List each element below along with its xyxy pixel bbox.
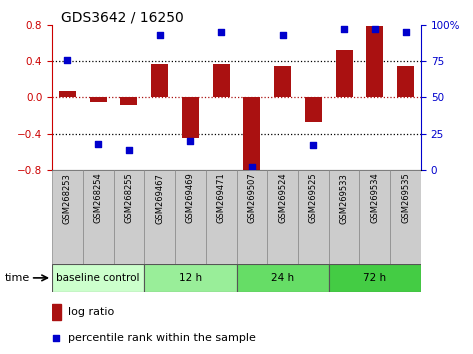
Bar [59, 91, 76, 97]
FancyBboxPatch shape [236, 264, 329, 292]
Text: 72 h: 72 h [363, 273, 386, 283]
Text: GSM269533: GSM269533 [340, 173, 349, 224]
Bar [90, 97, 106, 102]
Bar [336, 50, 352, 97]
Text: GSM269524: GSM269524 [278, 173, 287, 223]
FancyBboxPatch shape [114, 170, 144, 264]
Bar [305, 97, 322, 122]
Bar [397, 65, 414, 97]
Point [63, 57, 71, 62]
Text: percentile rank within the sample: percentile rank within the sample [68, 333, 255, 343]
FancyBboxPatch shape [144, 264, 236, 292]
Text: GDS3642 / 16250: GDS3642 / 16250 [61, 11, 184, 25]
FancyBboxPatch shape [390, 170, 421, 264]
Point [156, 32, 164, 38]
Point [125, 147, 132, 153]
Bar [52, 304, 61, 320]
Point [217, 29, 225, 35]
Text: GSM269507: GSM269507 [247, 173, 256, 223]
Text: time: time [5, 273, 30, 283]
Text: GSM269467: GSM269467 [155, 173, 164, 224]
Text: 12 h: 12 h [179, 273, 202, 283]
FancyBboxPatch shape [206, 170, 236, 264]
Bar [121, 97, 137, 104]
Bar [367, 26, 383, 97]
Text: GSM268254: GSM268254 [94, 173, 103, 223]
FancyBboxPatch shape [267, 170, 298, 264]
Bar [182, 97, 199, 138]
FancyBboxPatch shape [298, 170, 329, 264]
FancyBboxPatch shape [52, 264, 144, 292]
Text: GSM269534: GSM269534 [370, 173, 379, 223]
Point [279, 32, 287, 38]
Point [186, 138, 194, 144]
Point [53, 335, 60, 341]
FancyBboxPatch shape [236, 170, 267, 264]
Text: 24 h: 24 h [271, 273, 294, 283]
FancyBboxPatch shape [144, 170, 175, 264]
Bar [213, 64, 229, 97]
Point [402, 29, 410, 35]
Text: baseline control: baseline control [56, 273, 140, 283]
Point [310, 142, 317, 148]
FancyBboxPatch shape [359, 170, 390, 264]
Text: GSM269469: GSM269469 [186, 173, 195, 223]
FancyBboxPatch shape [329, 170, 359, 264]
FancyBboxPatch shape [175, 170, 206, 264]
Text: GSM269525: GSM269525 [309, 173, 318, 223]
FancyBboxPatch shape [52, 170, 83, 264]
Text: GSM268253: GSM268253 [63, 173, 72, 224]
Text: GSM269535: GSM269535 [401, 173, 410, 223]
Bar [244, 97, 260, 172]
Bar [274, 65, 291, 97]
FancyBboxPatch shape [329, 264, 421, 292]
Point [94, 141, 102, 147]
Point [371, 26, 378, 32]
Point [248, 164, 255, 170]
FancyBboxPatch shape [83, 170, 114, 264]
Point [341, 26, 348, 32]
Text: log ratio: log ratio [68, 307, 114, 317]
Text: GSM268255: GSM268255 [124, 173, 133, 223]
Text: GSM269471: GSM269471 [217, 173, 226, 223]
Bar [151, 64, 168, 97]
